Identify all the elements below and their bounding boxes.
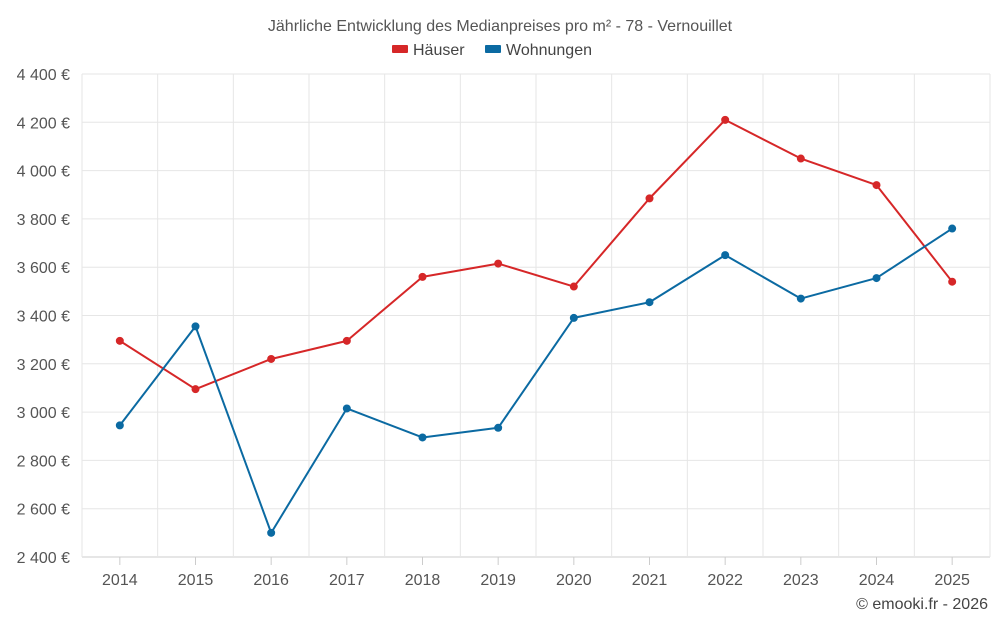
y-axis: 2 400 € 2 600 € 2 800 € 3 000 € 3 200 € 3 400… [17,67,70,567]
series-1-point [267,354,276,363]
legend-item: Häuser [392,42,465,59]
series-2-point [494,423,503,432]
x-tick-label: 2017 [329,572,365,589]
legend-item: Wohnungen [485,42,592,59]
credit-text: © emooki.fr - 2026 [856,596,988,613]
series-2-point [872,274,881,283]
x-tick-label: 2020 [556,572,592,589]
series-2-point [418,433,427,442]
series-1-point [418,272,427,281]
x-tick-label: 2025 [934,572,970,589]
series-2-point [645,298,654,307]
x-tick-label: 2023 [783,572,819,589]
x-axis: 2014 2015 2016 2017 2018 2019 2020 2021 2022 2023… [102,557,970,589]
series-1-point [796,154,805,163]
series-2-point [191,322,200,331]
series-1-point [115,336,124,345]
y-tick-label: 2 400 € [17,550,70,567]
x-tick-label: 2014 [102,572,138,589]
x-tick-label: 2018 [405,572,441,589]
grid [81,73,991,558]
y-tick-label: 2 600 € [17,502,70,519]
series-1 [115,115,957,394]
series-2 [115,224,957,537]
series-2-point [342,404,351,413]
legend-label: Wohnungen [506,42,592,59]
x-tick-label: 2019 [480,572,516,589]
series-1-point [645,194,654,203]
chart-title: Jährliche Entwicklung des Medianpreises … [268,18,733,35]
legend-swatch [485,45,501,53]
y-tick-label: 3 000 € [17,405,70,422]
legend: Häuser Wohnungen [392,42,592,59]
series-1-point [342,336,351,345]
x-tick-label: 2021 [632,572,668,589]
series-1-point [569,282,578,291]
x-tick-label: 2024 [859,572,895,589]
y-tick-label: 4 400 € [17,67,70,84]
series-2-point [721,251,730,260]
y-tick-label: 3 400 € [17,309,70,326]
x-tick-label: 2015 [178,572,214,589]
x-tick-label: 2016 [253,572,289,589]
y-tick-label: 3 600 € [17,260,70,277]
series-1-point [191,385,200,394]
series-2-point [569,313,578,322]
series-1-point [948,277,957,286]
y-tick-label: 4 200 € [17,115,70,132]
y-tick-label: 3 800 € [17,212,70,229]
series-2-point [796,294,805,303]
series-2-point [948,224,957,233]
series-1-point [494,259,503,268]
series-2-point [267,528,276,537]
series-1-point [721,115,730,124]
series-1-line [119,118,953,391]
legend-label: Häuser [413,42,465,59]
y-tick-label: 3 200 € [17,357,70,374]
series-group [115,115,957,537]
series-2-line [119,227,953,534]
legend-swatch [392,45,408,53]
y-tick-label: 4 000 € [17,164,70,181]
series-2-point [115,421,124,430]
y-tick-label: 2 800 € [17,453,70,470]
x-tick-label: 2022 [707,572,743,589]
series-1-point [872,181,881,190]
